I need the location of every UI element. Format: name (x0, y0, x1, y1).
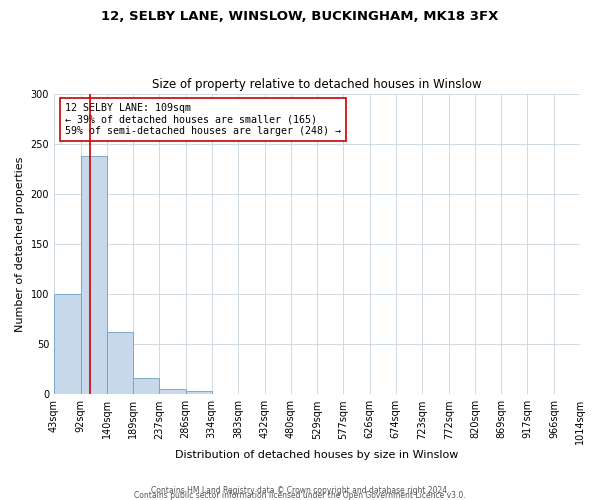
Text: 12 SELBY LANE: 109sqm
← 39% of detached houses are smaller (165)
59% of semi-det: 12 SELBY LANE: 109sqm ← 39% of detached … (65, 102, 341, 136)
Bar (80, 156, 107, 394)
Text: 12, SELBY LANE, WINSLOW, BUCKINGHAM, MK18 3FX: 12, SELBY LANE, WINSLOW, BUCKINGHAM, MK1… (101, 10, 499, 23)
Bar (54, 294, 80, 394)
Text: Contains HM Land Registry data © Crown copyright and database right 2024.: Contains HM Land Registry data © Crown c… (151, 486, 449, 495)
Y-axis label: Number of detached properties: Number of detached properties (15, 156, 25, 332)
Title: Size of property relative to detached houses in Winslow: Size of property relative to detached ho… (152, 78, 482, 91)
Bar (107, 332, 133, 394)
Bar (133, 378, 159, 394)
X-axis label: Distribution of detached houses by size in Winslow: Distribution of detached houses by size … (175, 450, 459, 460)
Bar (159, 390, 185, 394)
Bar (185, 392, 212, 394)
Text: Contains public sector information licensed under the Open Government Licence v3: Contains public sector information licen… (134, 491, 466, 500)
